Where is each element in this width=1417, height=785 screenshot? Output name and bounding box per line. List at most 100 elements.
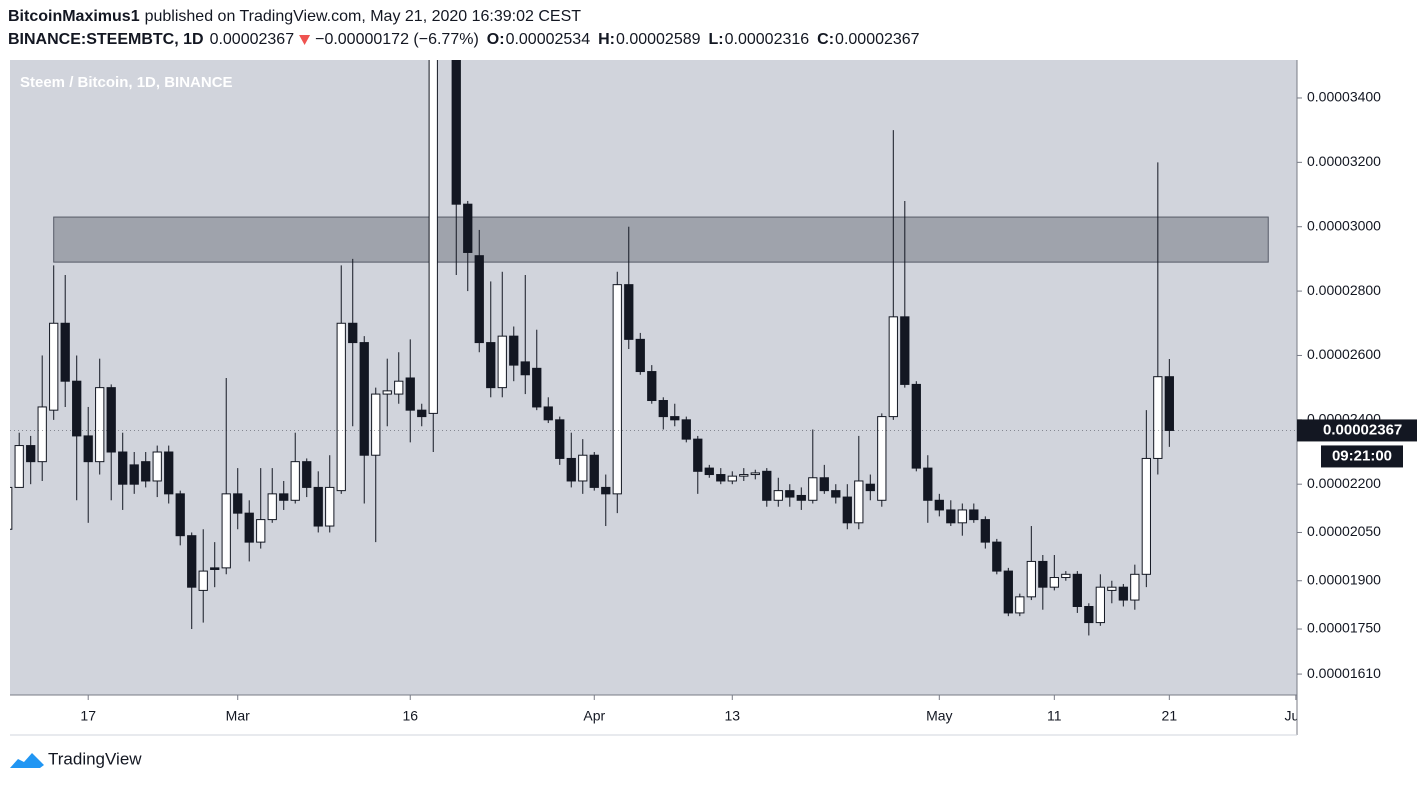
candle-body xyxy=(543,406,553,421)
candle-body xyxy=(716,474,726,482)
candle-body xyxy=(934,499,944,511)
candle-body xyxy=(578,454,588,482)
candle-body xyxy=(497,335,507,389)
y-tick-label: 0.00002600 xyxy=(1307,346,1381,362)
candle-body xyxy=(566,457,576,482)
y-tick-label: 0.00001750 xyxy=(1307,620,1381,636)
candle-body xyxy=(49,322,59,411)
candle-body xyxy=(60,322,70,382)
candle-body xyxy=(129,464,139,485)
candle-body xyxy=(693,438,703,472)
candle-body xyxy=(957,509,967,524)
ohlc-key: H: xyxy=(598,31,615,48)
candle-body xyxy=(532,367,542,408)
ohlc-value: 0.00002589 xyxy=(616,31,701,48)
candle-body xyxy=(83,435,93,463)
x-tick-label: Apr xyxy=(583,708,605,724)
candle-body xyxy=(256,519,266,543)
y-tick-label: 0.00001900 xyxy=(1307,571,1381,587)
x-tick-label: 21 xyxy=(1162,708,1178,724)
candle-body xyxy=(14,445,24,488)
candle-body xyxy=(279,493,289,501)
candle-body xyxy=(302,461,312,488)
candle-body xyxy=(95,387,105,463)
candle-body xyxy=(210,567,220,570)
candle-body xyxy=(417,409,427,418)
candle-body xyxy=(796,494,806,501)
candle-body xyxy=(336,322,346,492)
publisher: BitcoinMaximus1 xyxy=(8,8,140,25)
candle-body xyxy=(451,60,461,205)
candle-body xyxy=(992,541,1002,572)
x-tick-label: Jun xyxy=(1285,708,1308,724)
change: −0.00000172 (−6.77%) xyxy=(315,31,479,48)
candle-body xyxy=(198,570,208,591)
candle-body xyxy=(1153,376,1163,459)
x-tick-label: 13 xyxy=(724,708,740,724)
candle-body xyxy=(1084,605,1094,624)
candle-body xyxy=(244,512,254,543)
plot xyxy=(10,60,1297,636)
candle-body xyxy=(1118,586,1128,601)
candle-body xyxy=(187,535,197,588)
price-axis: 0.00003400 0.00003200 0.00003000 0.00002800… xyxy=(1297,89,1417,681)
brand-name: TradingView xyxy=(48,749,142,768)
candle-body xyxy=(325,486,335,527)
candle-body xyxy=(382,390,392,395)
candle-body xyxy=(969,509,979,521)
candle-body xyxy=(842,496,852,524)
candle-body xyxy=(26,445,36,463)
down-arrow xyxy=(299,35,311,45)
x-tick-label: 17 xyxy=(80,708,96,724)
candle-body xyxy=(1072,573,1082,607)
candle-body xyxy=(647,371,657,402)
candle-body xyxy=(980,519,990,543)
candle-body xyxy=(509,335,519,366)
candle-body xyxy=(877,416,887,501)
chart-title: Steem / Bitcoin, 1D, BINANCE xyxy=(20,74,233,91)
last-price-label: 0.00002367 xyxy=(1323,421,1402,438)
candle-body xyxy=(72,380,82,437)
y-tick-label: 0.00002200 xyxy=(1307,475,1381,491)
candle-body xyxy=(290,461,300,501)
candle-body xyxy=(1164,376,1174,431)
candle-body xyxy=(1026,560,1036,598)
candle-body xyxy=(808,477,818,501)
ohlc-key: C: xyxy=(817,31,834,48)
ohlc-value: 0.00002534 xyxy=(506,31,591,48)
candle-body xyxy=(118,451,128,485)
brand-logo: TradingView xyxy=(10,749,142,768)
ohlc-key: L: xyxy=(709,31,724,48)
x-tick-label: Mar xyxy=(226,708,250,724)
candle-body xyxy=(313,486,323,527)
countdown-label: 09:21:00 xyxy=(1332,447,1392,464)
candle-body xyxy=(348,322,358,344)
candle-body xyxy=(1003,570,1013,614)
x-tick-label: 11 xyxy=(1047,708,1062,724)
countdown-tag xyxy=(1321,445,1403,468)
candle-body xyxy=(106,387,116,453)
candle-body xyxy=(37,406,47,463)
candle-body xyxy=(428,60,438,414)
candle-body xyxy=(233,493,243,514)
candle-body xyxy=(658,400,668,418)
x-tick-label: 16 xyxy=(402,708,418,724)
time-axis: 17 Mar 16 Apr 13 May 11 21 Jun xyxy=(80,695,1308,724)
candle-body xyxy=(750,472,760,476)
candle-body xyxy=(152,451,162,482)
candle-body xyxy=(900,316,910,385)
y-tick-label: 0.00003200 xyxy=(1307,153,1381,169)
candle-body xyxy=(175,493,185,537)
y-tick-label: 0.00002800 xyxy=(1307,282,1381,298)
candle-body xyxy=(1015,596,1025,614)
candle-body xyxy=(10,486,13,530)
candle-body xyxy=(463,203,473,253)
y-tick-label: 0.00001610 xyxy=(1307,665,1381,681)
candle-body xyxy=(1107,586,1117,591)
candle-body xyxy=(1095,586,1105,624)
candle-body xyxy=(371,393,381,456)
candle-body xyxy=(141,461,151,482)
candle-body xyxy=(865,483,875,492)
candle-body xyxy=(359,342,369,456)
header: BitcoinMaximus1 published on TradingView… xyxy=(8,8,920,48)
